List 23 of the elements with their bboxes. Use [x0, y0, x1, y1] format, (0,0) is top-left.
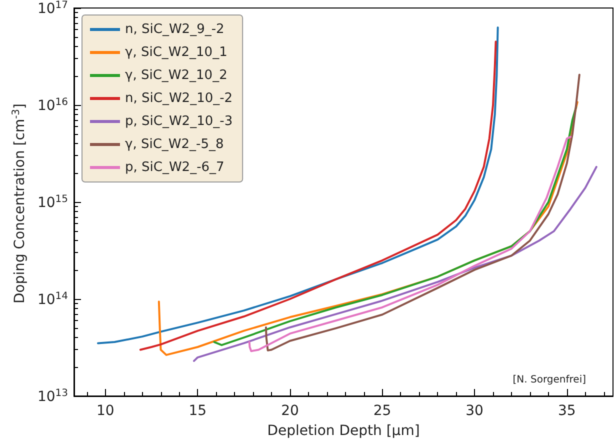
y-tick-label: 10$^{13}$: [37, 388, 68, 405]
x-tick-label: 10: [96, 403, 114, 419]
x-tick-label: 20: [281, 403, 299, 419]
x-tick-label: 15: [188, 403, 207, 419]
legend-label: γ, SiC_W2_10_2: [125, 68, 228, 83]
line-series: [248, 136, 572, 352]
legend-label: γ, SiC_W2_10_1: [125, 45, 228, 60]
y-tick-label: 10$^{15}$: [37, 194, 68, 211]
legend-label: n, SiC_W2_9_-2: [125, 22, 224, 37]
legend-label: n, SiC_W2_10_-2: [125, 91, 233, 106]
y-tick-label: 10$^{14}$: [37, 290, 68, 308]
legend-label: p, SiC_W2_-6_7: [125, 160, 224, 175]
x-tick-label: 35: [558, 403, 576, 419]
y-tick-label: 10$^{16}$: [37, 96, 68, 114]
legend-label: γ, SiC_W2_-5_8: [125, 137, 224, 152]
line-series: [139, 40, 497, 351]
x-tick-label: 25: [373, 403, 392, 419]
y-tick-label: 10$^{17}$: [37, 0, 68, 17]
legend-label: p, SiC_W2_10_-3: [125, 114, 233, 129]
x-axis-title: Depletion Depth [µm]: [267, 423, 420, 439]
annotation: [N. Sorgenfrei]: [512, 374, 586, 386]
line-series: [264, 74, 580, 352]
x-tick-label: 30: [466, 403, 484, 419]
